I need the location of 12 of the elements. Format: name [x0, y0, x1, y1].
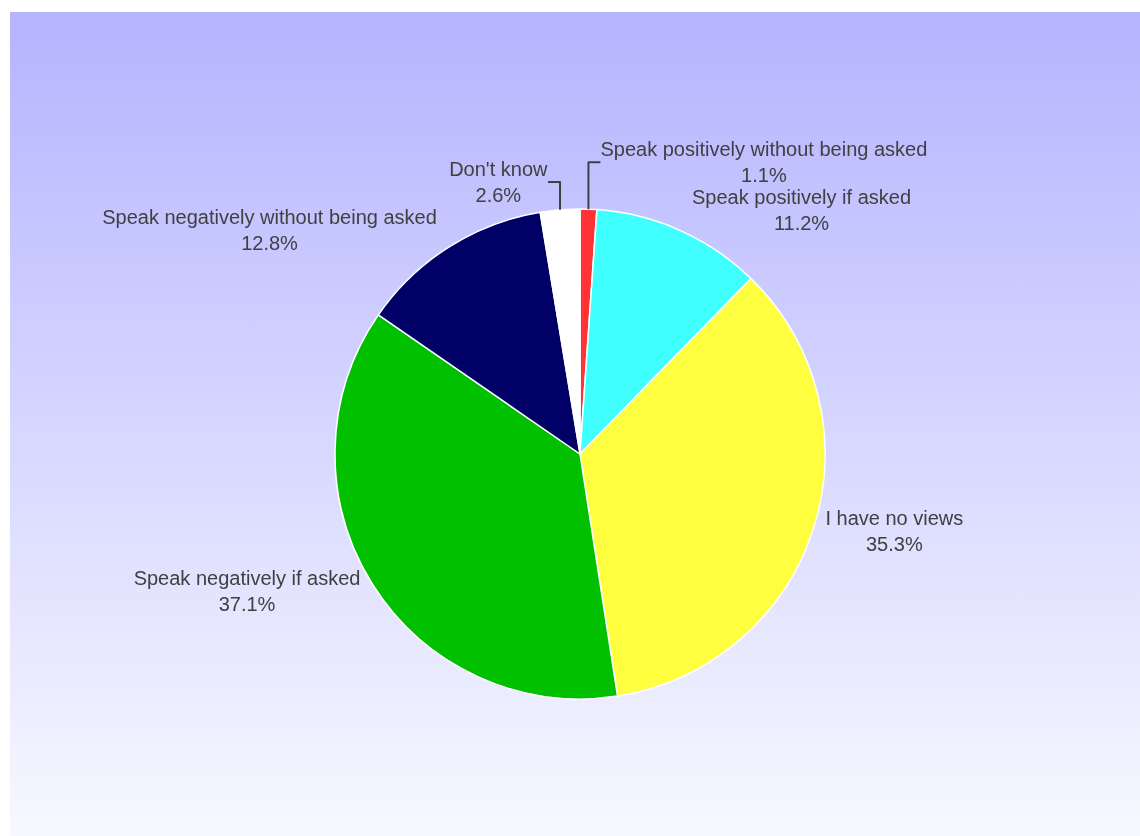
- slice-label: Speak negatively if asked: [133, 566, 361, 589]
- data-label: 11.2%: [773, 212, 830, 235]
- slice-label: Don't know: [449, 157, 549, 180]
- data-label: 35.3%: [865, 532, 923, 555]
- data-label: 12.8%: [241, 231, 299, 254]
- slice-label: Speak positively without being asked: [600, 138, 928, 161]
- slice-label: Speak negatively without being asked: [102, 205, 437, 228]
- data-label: 1.1%: [741, 164, 787, 187]
- slice-label: Speak positively if asked: [692, 186, 912, 209]
- slice-label: I have no views: [825, 506, 964, 529]
- data-label: 2.6%: [475, 183, 522, 206]
- data-label: 37.1%: [218, 592, 276, 615]
